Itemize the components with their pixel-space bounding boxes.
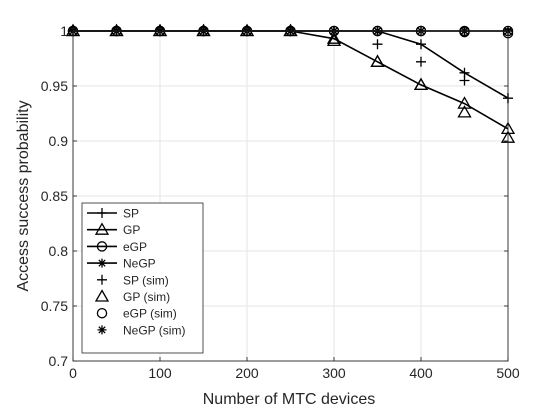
triangle-marker-icon [326, 33, 342, 47]
data-point [326, 33, 342, 47]
x-tick-label: 0 [69, 365, 77, 381]
circle-marker-icon [96, 241, 108, 252]
data-point [457, 96, 472, 109]
triangle-marker-icon [94, 289, 110, 302]
y-tick-label: 0.9 [49, 133, 69, 149]
y-tick-label: 0.85 [41, 188, 68, 204]
legend-label: GP (sim) [123, 290, 170, 304]
x-tick-label: 500 [496, 365, 520, 381]
data-point [459, 75, 470, 86]
legend-marker [97, 274, 107, 285]
plus-marker-icon [97, 274, 107, 285]
legend-label: GP [123, 223, 140, 237]
data-point [416, 56, 426, 67]
legend-marker [97, 325, 107, 335]
data-point [457, 105, 472, 118]
legend-marker [96, 241, 108, 252]
plus-marker-icon [372, 39, 383, 50]
legend-label: SP [123, 207, 139, 221]
legend-item: NeGP (sim) [97, 323, 185, 337]
legend-marker [97, 208, 107, 218]
plus-marker-icon [459, 75, 470, 86]
data-point [326, 31, 342, 44]
legend-item: NeGP [87, 257, 156, 271]
plus-marker-icon [416, 56, 426, 67]
plus-marker-icon [416, 39, 426, 50]
legend-label: NeGP [123, 257, 156, 271]
x-tick-label: 300 [322, 365, 346, 381]
axes: 0 100 200 300 400 500 0.7 0.75 0.8 0.85 0.9 0.95 1 [41, 23, 520, 381]
legend-label: SP (sim) [123, 273, 169, 287]
legend-item: GP [87, 222, 140, 237]
triangle-marker-icon [326, 31, 342, 44]
asterisk-marker-icon [97, 325, 107, 335]
x-tick-label: 200 [235, 365, 259, 381]
legend-label: eGP (sim) [123, 307, 177, 321]
x-tick-label: 100 [148, 365, 172, 381]
asterisk-marker-icon [97, 258, 107, 268]
plus-marker-icon [97, 208, 107, 218]
legend-item: eGP [87, 240, 147, 254]
legend-marker [96, 307, 108, 319]
x-axis-label: Number of MTC devices [203, 391, 376, 408]
circle-marker-icon [96, 307, 108, 319]
legend-item: eGP (sim) [96, 307, 177, 321]
legend-label: eGP [123, 240, 147, 254]
triangle-marker-icon [457, 105, 472, 118]
legend-marker [94, 222, 110, 235]
triangle-marker-icon [94, 222, 110, 235]
data-point [413, 77, 429, 91]
data-point [416, 39, 426, 50]
y-tick-label: 0.7 [49, 353, 69, 369]
legend: SP GP eGP NeGP SP (sim) GP (sim) eGP (sim) NeGP… [81, 202, 204, 354]
legend-item: SP [87, 207, 139, 221]
y-tick-label: 0.75 [41, 298, 68, 314]
y-tick-label: 0.8 [49, 243, 69, 259]
triangle-marker-icon [370, 54, 385, 67]
x-tick-label: 400 [409, 365, 433, 381]
legend-item: SP (sim) [97, 273, 169, 287]
y-axis-label: Access success probability [15, 100, 32, 291]
y-tick-label: 0.95 [41, 78, 68, 94]
legend-label: NeGP (sim) [123, 323, 185, 337]
triangle-marker-icon [413, 77, 429, 91]
data-point [372, 39, 383, 50]
data-point [370, 54, 385, 67]
triangle-marker-icon [457, 96, 472, 109]
legend-marker [94, 289, 110, 302]
y-tick-label: 1 [60, 23, 68, 39]
legend-marker [97, 258, 107, 268]
legend-item: GP (sim) [94, 289, 170, 304]
